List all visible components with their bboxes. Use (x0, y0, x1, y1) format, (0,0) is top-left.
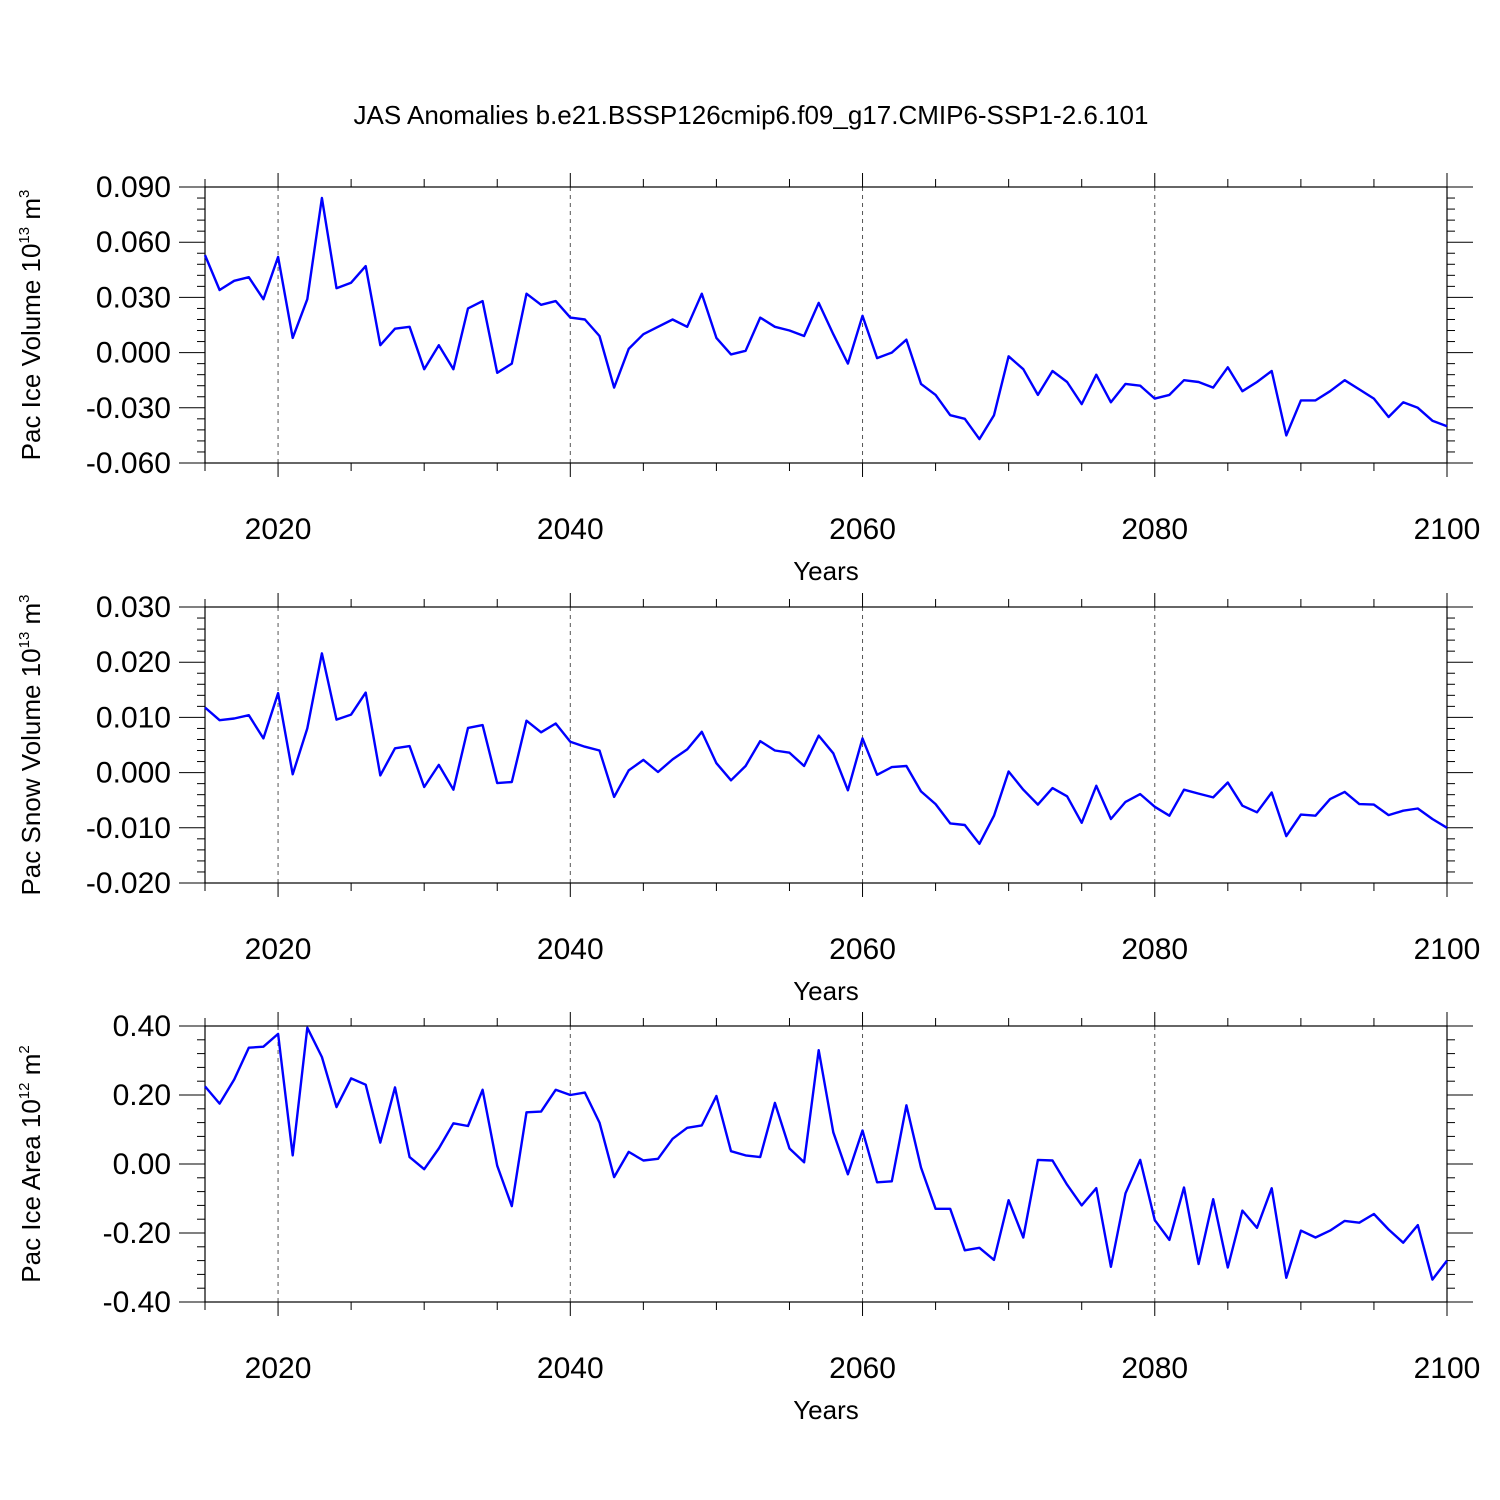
x-tick-label: 2040 (537, 1352, 604, 1385)
x-tick-label: 2080 (1121, 1352, 1188, 1385)
y-tick-label: 0.090 (96, 171, 171, 204)
y-axis-title: Pac Snow Volume 1013 m3 (16, 594, 46, 895)
chart-panel-2: -0.020 -0.010 0.000 0.010 0.020 0.030 2020 2040… (16, 591, 1480, 1006)
x-axis-title: Years (793, 556, 859, 586)
y-tick-label: 0.060 (96, 226, 171, 259)
data-series-line (204, 652, 1448, 845)
y-tick-label: 0.000 (96, 757, 171, 790)
y-tick-label: 0.20 (113, 1079, 171, 1112)
chart-panels: -0.060 -0.030 0.000 0.030 0.060 0.090 2020 2040… (16, 171, 1480, 1425)
y-tick-label: 0.010 (96, 701, 171, 734)
x-axis-title: Years (793, 1395, 859, 1425)
x-tick-label: 2080 (1121, 513, 1188, 546)
plot-frame (204, 606, 1448, 884)
y-tick-label: -0.010 (86, 812, 171, 845)
data-series-line (203, 196, 1448, 441)
x-tick-label: 2040 (537, 513, 604, 546)
x-tick-label: 2100 (1414, 513, 1481, 546)
figure-title: JAS Anomalies b.e21.BSSP126cmip6.f09_g17… (354, 100, 1149, 130)
x-tick-label: 2040 (537, 933, 604, 966)
chart-panel-1: -0.060 -0.030 0.000 0.030 0.060 0.090 2020 2040… (16, 171, 1480, 586)
y-tick-label: 0.020 (96, 646, 171, 679)
y-tick-label: -0.030 (86, 392, 171, 425)
y-tick-label: 0.000 (96, 337, 171, 370)
y-axis-title: Pac Ice Volume 1013 m3 (16, 190, 46, 461)
x-tick-label: 2020 (245, 1352, 312, 1385)
data-series-line (204, 1026, 1448, 1281)
x-tick-label: 2060 (829, 933, 896, 966)
plot-frame (204, 1025, 1448, 1303)
y-tick-label: 0.030 (96, 281, 171, 314)
y-tick-label: 0.00 (113, 1148, 171, 1181)
plot-frame (204, 186, 1448, 464)
x-tick-label: 2020 (245, 933, 312, 966)
y-tick-label: -0.060 (86, 447, 171, 480)
y-tick-label: -0.20 (103, 1217, 171, 1250)
x-tick-label: 2020 (245, 513, 312, 546)
y-tick-label: 0.030 (96, 591, 171, 624)
x-tick-label: 2060 (829, 1352, 896, 1385)
x-tick-label: 2080 (1121, 933, 1188, 966)
y-axis-title: Pac Ice Area 1012 m2 (16, 1045, 46, 1282)
chart-panel-3: -0.40 -0.20 0.00 0.20 0.40 2020 2040 2060 2080 21… (16, 1010, 1480, 1425)
x-tick-label: 2060 (829, 513, 896, 546)
x-tick-label: 2100 (1414, 933, 1481, 966)
y-tick-label: 0.40 (113, 1010, 171, 1043)
x-tick-label: 2100 (1414, 1352, 1481, 1385)
y-tick-label: -0.020 (86, 867, 171, 900)
x-axis-title: Years (793, 976, 859, 1006)
y-tick-label: -0.40 (103, 1286, 171, 1319)
